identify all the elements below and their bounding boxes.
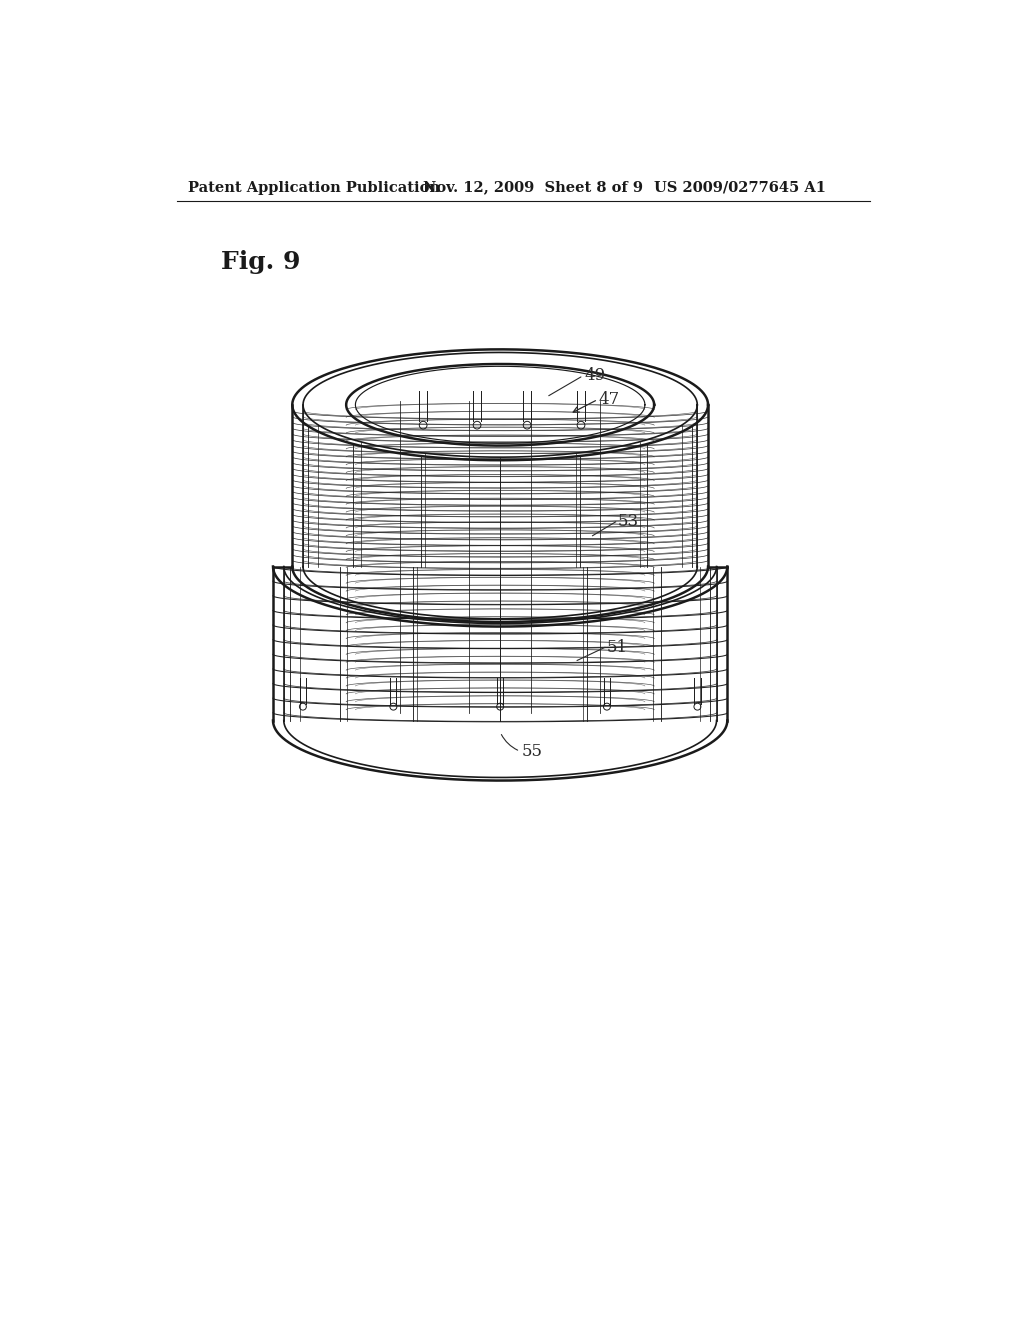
Text: 49: 49 bbox=[585, 367, 606, 384]
Text: 51: 51 bbox=[606, 639, 628, 656]
Text: 55: 55 bbox=[521, 743, 543, 760]
Text: US 2009/0277645 A1: US 2009/0277645 A1 bbox=[654, 181, 826, 194]
Text: Patent Application Publication: Patent Application Publication bbox=[188, 181, 440, 194]
Text: 47: 47 bbox=[599, 391, 620, 408]
Text: 53: 53 bbox=[617, 513, 638, 531]
Text: Fig. 9: Fig. 9 bbox=[221, 251, 301, 275]
Text: Nov. 12, 2009  Sheet 8 of 9: Nov. 12, 2009 Sheet 8 of 9 bbox=[423, 181, 643, 194]
